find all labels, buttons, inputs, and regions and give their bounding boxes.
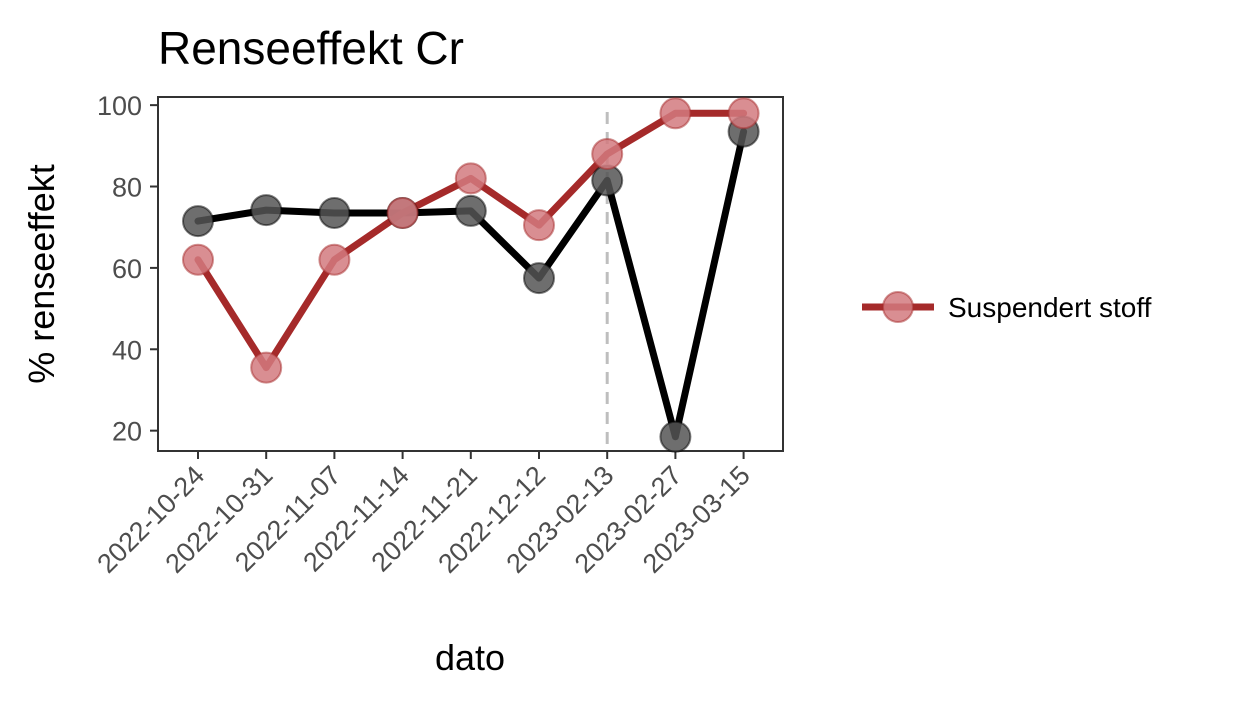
legend-label: Suspendert stoff — [948, 292, 1152, 323]
series-0-point — [523, 262, 555, 295]
series-1-point — [659, 97, 692, 130]
y-tick-label: 100 — [97, 91, 142, 121]
y-tick-label: 60 — [112, 254, 142, 284]
series-layer — [182, 97, 760, 453]
x-axis: 2022-10-242022-10-312022-11-072022-11-14… — [91, 451, 756, 579]
series-1-point — [454, 162, 487, 195]
y-tick-label: 80 — [112, 173, 142, 203]
series-0-point — [659, 420, 692, 453]
y-axis: 20 40 60 80 100 — [97, 91, 158, 447]
series-0-point — [454, 194, 487, 227]
series-1-point — [727, 97, 760, 130]
series-0-point — [182, 205, 214, 238]
legend-key-marker — [882, 291, 914, 323]
x-axis-title: dato — [435, 637, 505, 678]
series-0-point — [250, 194, 283, 227]
legend: Suspendert stoff — [862, 291, 1152, 323]
y-tick-label: 40 — [112, 335, 142, 365]
series-1-point — [591, 137, 624, 170]
series-1-point — [182, 243, 214, 276]
series-1-point — [523, 209, 555, 242]
series-1-point — [386, 196, 419, 229]
y-tick-label: 20 — [112, 417, 142, 447]
plot-panel — [157, 96, 784, 452]
y-axis-title: % renseeffekt — [21, 164, 62, 383]
series-1-point — [318, 243, 351, 276]
series-0-point — [318, 196, 351, 229]
series-1-point — [250, 351, 283, 384]
chart-title: Renseeffekt Cr — [158, 22, 464, 74]
